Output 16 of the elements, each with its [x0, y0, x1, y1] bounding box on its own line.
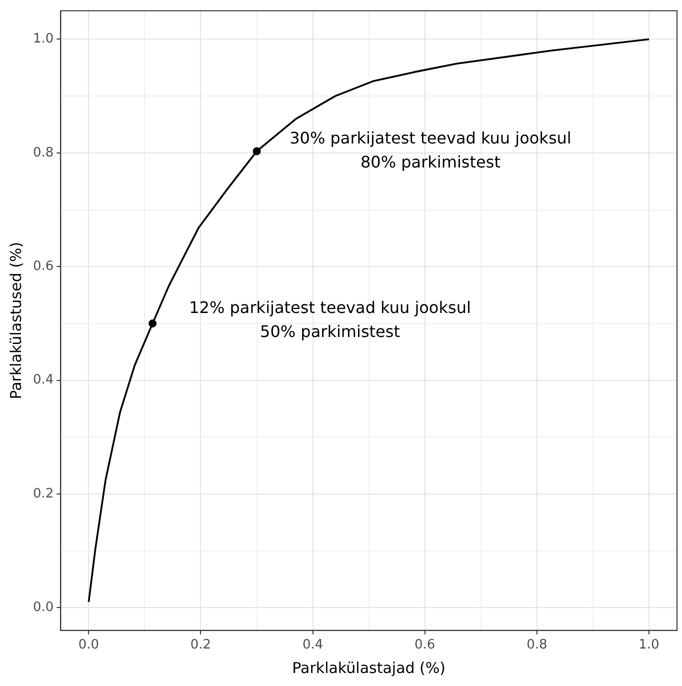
y-tick-label: 0.8: [32, 145, 54, 160]
x-tick-label: 0.8: [526, 638, 548, 653]
annotation: 30% parkijatest teevad kuu jooksul 80% parkimistest: [290, 128, 572, 172]
y-tick-label: 0.2: [32, 486, 54, 502]
y-tick-label: 0.4: [32, 372, 54, 388]
x-tick-label: 0.0: [78, 638, 100, 653]
x-axis-title: Parklakülastajad (%): [292, 658, 446, 677]
x-tick-label: 1.0: [638, 638, 660, 653]
y-tick-label: 1.0: [32, 32, 54, 47]
y-axis-title: Parklakülastused (%): [6, 242, 25, 400]
x-tick-label: 0.4: [302, 638, 324, 653]
annotation: 12% parkijatest teevad kuu jooksul 50% parkimistest: [189, 298, 471, 341]
y-tick-label: 0.0: [32, 600, 54, 616]
y-tick-label: 0.6: [32, 258, 54, 274]
x-tick-label: 0.2: [190, 638, 212, 653]
x-tick-label: 0.6: [414, 638, 436, 653]
